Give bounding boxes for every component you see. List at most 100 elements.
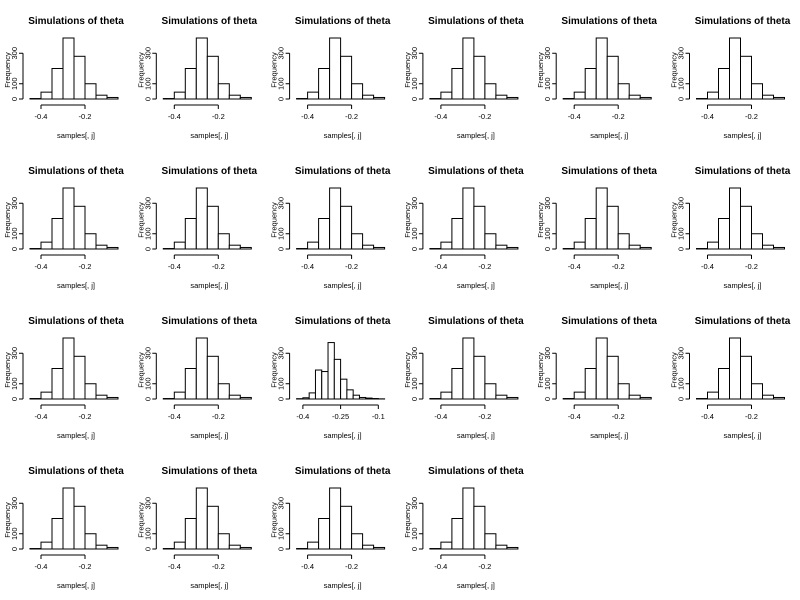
histogram-bar	[462, 37, 475, 100]
x-tick-label: -0.4	[301, 562, 314, 571]
x-tick-label: -0.2	[478, 112, 491, 121]
y-tick-label: 0	[677, 97, 686, 101]
x-tick-label: -0.2	[212, 112, 225, 121]
histogram-bar	[606, 205, 619, 250]
histogram-bar	[184, 368, 197, 400]
panel-title: Simulations of theta	[162, 466, 258, 477]
histogram-bar	[340, 205, 353, 250]
histogram-bar	[373, 246, 386, 250]
y-tick-label: 0	[410, 397, 419, 401]
x-axis-label: samples[, j]	[724, 281, 762, 290]
panel-title: Simulations of theta	[695, 16, 791, 27]
y-tick-label: 100	[543, 77, 552, 90]
y-tick-label: 0	[677, 247, 686, 251]
x-axis-label: samples[, j]	[457, 581, 495, 590]
y-axis-label: Frequency	[270, 352, 279, 388]
y-tick-label: 0	[410, 247, 419, 251]
y-tick-label: 0	[10, 397, 19, 401]
histogram-bar	[495, 394, 508, 400]
histogram-bar	[495, 94, 508, 100]
y-tick-label: 300	[277, 347, 286, 360]
histogram-bar	[718, 68, 730, 100]
histogram-bar	[51, 518, 64, 550]
x-tick-label: -0.4	[35, 112, 48, 121]
x-tick-label: -0.2	[745, 412, 758, 421]
histogram-bar	[106, 396, 119, 400]
histogram-bar	[308, 392, 316, 400]
histogram-bar	[573, 241, 586, 250]
histogram-bar	[95, 244, 108, 250]
y-axis-label: Frequency	[536, 52, 545, 88]
histogram-bar	[228, 94, 241, 100]
x-tick-label: -0.4	[568, 412, 581, 421]
y-tick-label: 100	[143, 227, 152, 240]
y-axis-label: Frequency	[536, 202, 545, 238]
histogram-bar	[40, 241, 53, 250]
y-axis-label: Frequency	[403, 352, 412, 388]
histogram-bar	[340, 55, 353, 100]
x-axis-label: samples[, j]	[57, 581, 95, 590]
histogram-bar	[373, 546, 386, 550]
histogram-bar	[95, 94, 108, 100]
y-tick-label: 0	[143, 97, 152, 101]
x-axis-label: samples[, j]	[457, 431, 495, 440]
x-axis-label: samples[, j]	[324, 581, 362, 590]
histogram-bar	[239, 96, 252, 100]
histogram-bar	[95, 394, 108, 400]
y-tick-label: 100	[543, 377, 552, 390]
histogram-bar	[473, 205, 486, 250]
x-tick-label: -0.2	[478, 412, 491, 421]
y-tick-label: 300	[677, 47, 686, 60]
x-tick-label: -0.4	[35, 262, 48, 271]
y-tick-label: 300	[277, 197, 286, 210]
histogram-bar	[351, 533, 364, 550]
histogram-bar	[217, 83, 230, 100]
histogram-bar	[617, 233, 630, 250]
histogram-bar	[62, 37, 75, 100]
histogram-bar	[333, 358, 342, 400]
x-tick-label: -0.4	[568, 112, 581, 121]
y-axis-label: Frequency	[670, 352, 679, 388]
x-tick-label: -0.2	[478, 562, 491, 571]
histogram-bar	[106, 96, 119, 100]
histogram-bar	[351, 233, 364, 250]
y-tick-label: 0	[277, 97, 286, 101]
histogram-bar	[740, 205, 752, 250]
x-tick-label: -0.2	[745, 262, 758, 271]
histogram-bar	[327, 342, 335, 400]
y-tick-label: 100	[410, 377, 419, 390]
histogram-bar	[62, 337, 75, 400]
y-tick-label: 300	[677, 347, 686, 360]
x-tick-label: -0.4	[434, 412, 447, 421]
histogram-bar	[506, 546, 519, 550]
x-tick-label: -0.2	[612, 112, 625, 121]
histogram-bar	[217, 383, 230, 400]
panel-title: Simulations of theta	[428, 16, 524, 27]
x-tick-label: -0.4	[35, 562, 48, 571]
x-tick-label: -0.2	[478, 262, 491, 271]
panel-title: Simulations of theta	[695, 316, 791, 327]
histogram-bar	[762, 244, 774, 250]
x-tick-label: -0.4	[301, 112, 314, 121]
x-tick-label: -0.2	[79, 112, 92, 121]
x-tick-label: -0.2	[79, 562, 92, 571]
histogram-bar	[62, 187, 75, 250]
histogram-bar	[462, 487, 475, 550]
y-tick-label: 300	[677, 197, 686, 210]
histogram-bar	[639, 96, 652, 100]
histogram-bar	[95, 544, 108, 550]
x-tick-label: -0.4	[168, 562, 181, 571]
histogram-bar	[473, 355, 486, 400]
x-tick-label: -0.2	[612, 412, 625, 421]
y-tick-label: 0	[10, 97, 19, 101]
y-tick-label: 100	[143, 377, 152, 390]
x-tick-label: -0.4	[701, 412, 714, 421]
